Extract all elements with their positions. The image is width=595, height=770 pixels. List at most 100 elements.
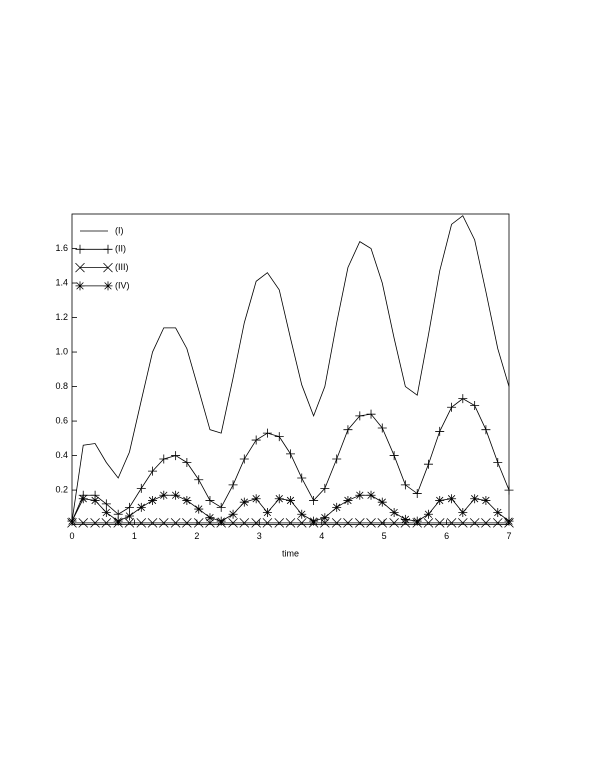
plot-frame [71, 213, 510, 526]
point-marker [239, 454, 249, 464]
point-marker [274, 518, 285, 528]
point-marker [355, 518, 365, 528]
point-marker [286, 449, 295, 459]
point-marker [493, 508, 503, 518]
legend-label: (III) [115, 262, 129, 272]
x-tick-label: 1 [132, 531, 137, 541]
point-marker [182, 495, 192, 505]
x-tick-label: 5 [382, 531, 387, 541]
legend-marker [75, 262, 113, 273]
point-marker [251, 494, 261, 504]
point-marker [492, 518, 503, 528]
point-marker [412, 489, 422, 499]
point-marker [366, 490, 376, 500]
point-marker [205, 518, 215, 528]
point-marker [228, 509, 238, 519]
point-marker [458, 394, 468, 404]
point-marker [435, 426, 445, 436]
point-marker [262, 428, 272, 438]
point-marker [262, 508, 272, 518]
legend-label: (II) [115, 244, 126, 254]
point-marker [90, 495, 100, 505]
point-marker [78, 494, 88, 504]
point-marker [446, 518, 457, 528]
point-marker [343, 425, 353, 435]
y-tick-label: 0.4 [55, 450, 68, 460]
point-marker [78, 518, 89, 528]
point-marker [504, 516, 514, 526]
point-marker [194, 504, 204, 514]
point-marker [309, 516, 319, 526]
point-marker [332, 454, 342, 464]
point-marker [493, 457, 503, 467]
x-tick-label: 3 [257, 531, 262, 541]
point-marker [377, 423, 387, 433]
point-marker [136, 483, 146, 493]
point-marker [101, 508, 111, 518]
point-marker [447, 402, 457, 412]
point-marker [470, 401, 480, 411]
point-marker [355, 411, 365, 421]
y-tick-label: 0.6 [55, 415, 68, 425]
point-marker [228, 480, 238, 490]
point-marker [193, 518, 204, 528]
point-marker [101, 499, 111, 509]
point-marker [377, 497, 387, 507]
point-marker [171, 451, 181, 461]
point-marker [389, 508, 399, 518]
point-marker [343, 495, 353, 505]
legend-label: (I) [115, 225, 124, 235]
y-tick-label: 1.2 [55, 312, 68, 322]
point-marker [216, 516, 226, 526]
point-marker [124, 511, 134, 521]
point-marker [355, 490, 365, 500]
point-marker [101, 518, 112, 528]
point-marker [136, 518, 147, 528]
point-marker [297, 473, 307, 483]
point-marker [228, 518, 238, 528]
point-marker [239, 518, 250, 528]
point-marker [366, 409, 376, 419]
point-marker [469, 518, 480, 528]
point-marker [309, 495, 319, 505]
point-marker [285, 518, 296, 528]
point-marker [458, 518, 468, 528]
point-marker [470, 494, 480, 504]
point-marker [251, 435, 261, 445]
point-marker [400, 514, 410, 524]
x-axis-label: time [282, 548, 299, 558]
point-marker [182, 518, 192, 528]
point-marker [331, 518, 342, 528]
point-marker [159, 490, 169, 500]
point-marker [170, 518, 181, 528]
point-marker [434, 518, 445, 528]
point-marker [205, 513, 215, 523]
point-marker [458, 508, 468, 518]
point-marker [90, 518, 100, 528]
point-marker [171, 490, 181, 500]
point-marker [147, 518, 158, 528]
y-tick-label: 1.0 [55, 346, 68, 356]
point-marker [251, 518, 261, 528]
point-marker [216, 502, 226, 512]
point-marker [481, 518, 491, 528]
point-marker [286, 495, 295, 505]
point-marker [274, 432, 284, 442]
point-marker [113, 516, 123, 526]
point-marker [320, 518, 330, 528]
point-marker [332, 502, 342, 512]
point-marker [343, 518, 353, 528]
point-marker [262, 518, 273, 528]
point-marker [124, 502, 134, 512]
point-marker [389, 451, 399, 461]
point-marker [297, 509, 307, 519]
point-marker [148, 495, 158, 505]
y-tick-label: 1.6 [55, 243, 68, 253]
point-marker [205, 495, 215, 505]
point-marker [148, 466, 158, 476]
x-tick-label: 4 [319, 531, 324, 541]
point-marker [320, 483, 330, 493]
point-marker [182, 457, 192, 467]
